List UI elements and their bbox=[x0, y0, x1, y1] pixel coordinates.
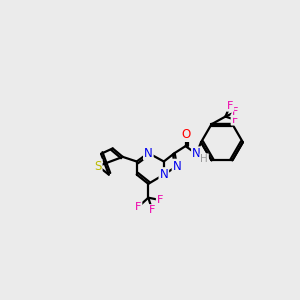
Text: F: F bbox=[227, 101, 233, 111]
Text: O: O bbox=[181, 128, 190, 141]
Text: F: F bbox=[232, 115, 238, 124]
Text: F: F bbox=[149, 205, 155, 215]
Text: N: N bbox=[192, 147, 201, 160]
Text: N: N bbox=[172, 160, 182, 172]
Text: N: N bbox=[144, 146, 153, 160]
Text: F: F bbox=[232, 107, 239, 117]
Text: H: H bbox=[200, 154, 208, 164]
Text: S: S bbox=[94, 160, 102, 172]
Text: F: F bbox=[157, 195, 163, 205]
Text: F: F bbox=[135, 202, 141, 212]
Text: N: N bbox=[160, 168, 168, 181]
